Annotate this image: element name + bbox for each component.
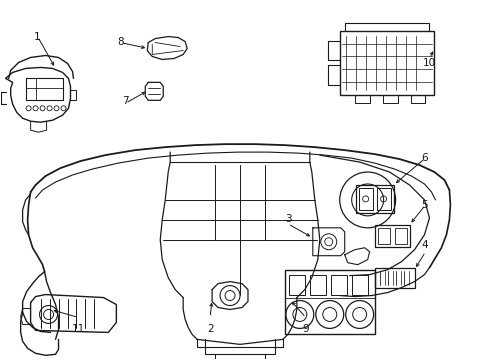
Bar bbox=[330, 275, 346, 294]
Text: 4: 4 bbox=[421, 239, 427, 249]
Bar bbox=[358, 188, 372, 210]
Bar bbox=[309, 275, 325, 294]
Bar bbox=[285, 270, 374, 334]
Text: 1: 1 bbox=[34, 32, 41, 41]
Bar bbox=[377, 228, 389, 244]
Bar bbox=[394, 228, 406, 244]
Bar bbox=[376, 188, 390, 210]
Bar bbox=[351, 275, 367, 294]
Text: 3: 3 bbox=[285, 215, 291, 224]
Bar bbox=[288, 275, 304, 294]
Text: 6: 6 bbox=[421, 153, 427, 163]
Bar bbox=[339, 31, 433, 95]
Bar bbox=[374, 268, 414, 288]
Bar bbox=[374, 225, 408, 247]
Text: 8: 8 bbox=[117, 37, 123, 47]
Text: 5: 5 bbox=[421, 200, 427, 210]
Text: 9: 9 bbox=[302, 324, 308, 334]
Text: 11: 11 bbox=[72, 324, 85, 334]
Text: 7: 7 bbox=[122, 96, 128, 106]
Text: 10: 10 bbox=[423, 58, 435, 68]
Text: 2: 2 bbox=[206, 324, 213, 334]
Bar bbox=[355, 185, 393, 213]
